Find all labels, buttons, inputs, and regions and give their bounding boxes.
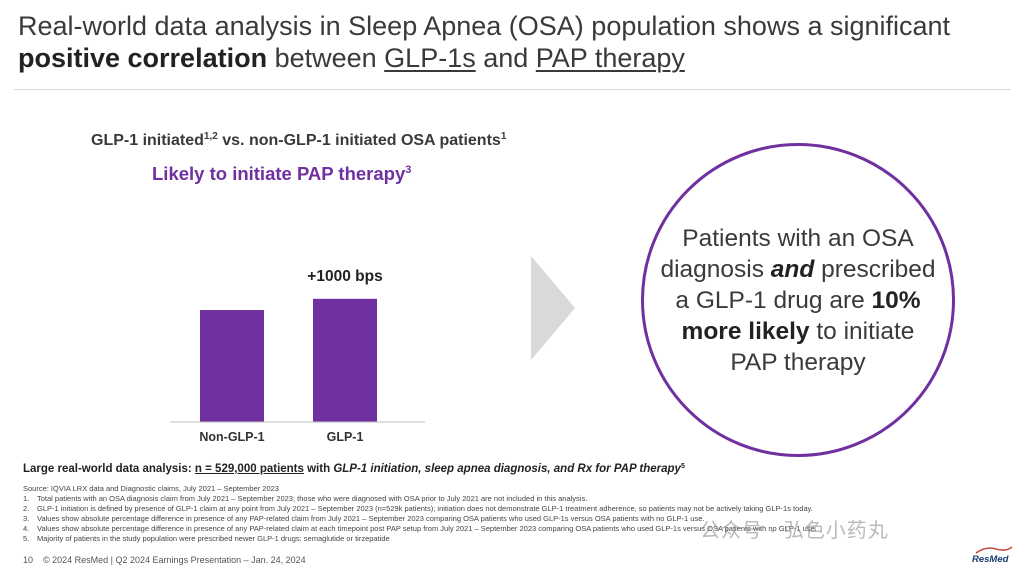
callout-line3: to initiate PAP therapy [730,317,915,376]
chart-title-sup: 1,2 [203,131,218,142]
footnote-num: 3. [23,514,30,523]
title-part1: Real-world data analysis in Sleep Apnea … [18,11,951,41]
page-footer: 10 © 2024 ResMed | Q2 2024 Earnings Prese… [23,555,306,565]
summary-mid: with [303,463,334,475]
footnotes-list: 1. Total patients with an OSA diagnosis c… [23,494,817,544]
page-number: 10 [23,555,34,565]
tick-label-glp-1: GLP-1 [327,430,364,444]
summary-sup: 5 [680,463,685,470]
chart-annotation: +1000 bps [307,268,382,285]
title-part3: and [475,43,536,73]
footnote-text: Values show absolute percentage differen… [37,514,705,523]
chart-category-labels: Non-GLP-1 GLP-1 [199,430,363,444]
bar-glp-1 [313,298,377,422]
chart-bars [200,298,377,422]
footnote-text: Values show absolute percentage differen… [37,524,817,533]
chart-title-text1: GLP-1 initiated [91,132,204,149]
title-link-glp1: GLP-1s [384,43,476,73]
arrow-right-icon [531,256,575,360]
footnote-item: 2. GLP-1 initiation is defined by presenc… [23,504,817,514]
summary-line: Large real-world data analysis: n = 529,… [23,463,685,475]
summary-n: n = 529,000 patients [194,463,304,475]
chart-subtitle: Likely to initiate PAP therapy3 [152,163,411,185]
chart-subtitle-sup: 3 [405,164,412,176]
footer-text: © 2024 ResMed | Q2 2024 Earnings Present… [43,555,306,565]
footnote-text: GLP-1 initiation is defined by presence … [37,504,813,513]
callout-circle: Patients with an OSA diagnosis and presc… [641,143,955,457]
footnote-item: 3. Values show absolute percentage differ… [23,514,817,524]
tick-label-non-glp-1: Non-GLP-1 [199,430,264,444]
title-divider [14,89,1011,90]
chart-subtitle-text: Likely to initiate PAP therapy [152,163,406,184]
footnote-num: 5. [23,534,30,543]
chart-title: GLP-1 initiated1,2 vs. non-GLP-1 initiat… [91,131,506,150]
title-bold: positive correlation [18,43,268,73]
footnote-num: 4. [23,524,30,533]
chart-title-text2: vs. non-GLP-1 initiated OSA patients [217,132,501,149]
source-note: Source: IQVIA LRX data and Diagnostic cl… [23,484,279,493]
bar-non-glp-1 [200,310,264,422]
footnote-item: 1. Total patients with an OSA diagnosis c… [23,494,817,504]
footnote-num: 2. [23,504,30,513]
page-title: Real-world data analysis in Sleep Apnea … [18,10,1008,74]
summary-prefix: Large real-world data analysis: [23,463,195,475]
callout-bold: 10% more likely [681,286,921,345]
resmed-logo: ResMed [968,545,1016,565]
watermark: 公众号 · 弘色小药丸 [700,520,889,542]
chart-title-end-sup: 1 [500,131,507,142]
callout-text: Patients with an OSA diagnosis and presc… [658,223,938,378]
title-link-pap: PAP therapy [535,43,685,73]
resmed-logo-text: ResMed [972,554,1009,565]
bar-chart: Non-GLP-1 GLP-1 +1000 bps [170,268,425,444]
callout-and: and [770,255,815,283]
footnote-text: Total patients with an OSA diagnosis cla… [37,494,588,503]
title-part2: between [267,43,385,73]
resmed-logo-mark-icon [975,546,1013,554]
callout-line1: Patients with an OSA diagnosis [660,224,914,283]
callout-line2: prescribed a GLP-1 drug are [675,255,936,314]
footnote-item: 5. Majority of patients in the study popu… [23,534,817,544]
summary-italic: GLP-1 initiation, sleep apnea diagnosis,… [333,463,681,475]
footnote-item: 4. Values show absolute percentage differ… [23,524,817,534]
footnote-text: Majority of patients in the study popula… [37,534,390,543]
footnote-num: 1. [23,494,30,503]
